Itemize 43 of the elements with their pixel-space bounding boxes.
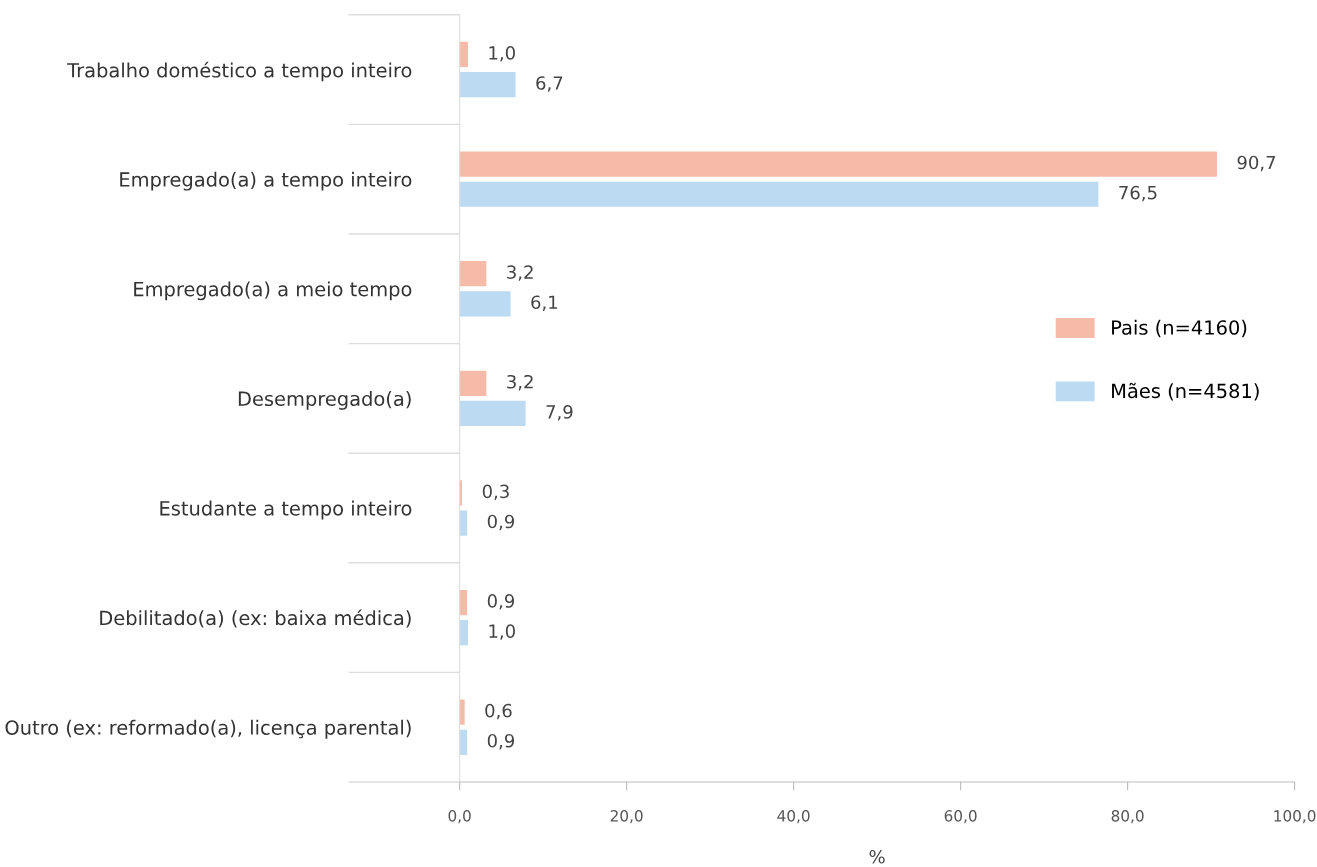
- data-label: 3,2: [507, 265, 533, 281]
- bar: [459, 400, 526, 427]
- data-label: 0,9: [487, 514, 515, 531]
- bar: [459, 370, 487, 396]
- bar: [459, 729, 468, 755]
- x-tick-label: 100,0: [1274, 810, 1316, 824]
- bar: [459, 510, 468, 536]
- bar: [459, 72, 516, 98]
- bar: [459, 291, 511, 317]
- x-tick-label: 80,0: [1111, 810, 1144, 824]
- data-label: 0,9: [487, 733, 515, 750]
- data-label: 1,0: [489, 46, 515, 62]
- x-tick-label: 40,0: [777, 810, 810, 824]
- data-label: 76,5: [1119, 185, 1157, 202]
- bar: [459, 151, 1217, 177]
- y-tick-label: Trabalho doméstico a tempo inteiro: [67, 61, 412, 82]
- bar: [459, 589, 468, 616]
- legend-label: Mães (n=4581): [1112, 382, 1259, 401]
- y-tick-label: Empregado(a) a meio tempo: [134, 281, 412, 301]
- data-label: 6,1: [531, 295, 558, 311]
- y-tick-label: Estudante a tempo inteiro: [160, 500, 412, 520]
- y-tick-label: Outro (ex: reformado(a), licença parental): [5, 719, 411, 739]
- data-label: 0,3: [482, 484, 509, 501]
- data-label: 1,0: [489, 624, 515, 640]
- x-tick-label: 20,0: [610, 810, 643, 824]
- y-tick-label: Desempregado(a): [238, 391, 411, 410]
- data-label: 0,9: [487, 594, 515, 610]
- y-tick-label: Empregado(a) a tempo inteiro: [120, 171, 412, 191]
- x-tick-label: 0,0: [448, 810, 471, 824]
- data-label: 7,9: [546, 405, 573, 421]
- bar: [459, 699, 465, 725]
- y-tick-label: Debilitado(a) (ex: baixa médica): [100, 609, 411, 628]
- bar: [459, 41, 468, 68]
- data-label: 90,7: [1237, 155, 1276, 172]
- legend-label: Pais (n=4160): [1112, 319, 1247, 338]
- bar: [459, 181, 1099, 207]
- x-tick-label: 60,0: [944, 810, 977, 824]
- data-label: 3,2: [507, 374, 533, 391]
- bar: [459, 261, 487, 287]
- x-axis-title: %: [869, 849, 885, 864]
- data-label: 0,6: [485, 703, 512, 720]
- data-label: 6,7: [536, 76, 563, 92]
- bar: [459, 620, 468, 646]
